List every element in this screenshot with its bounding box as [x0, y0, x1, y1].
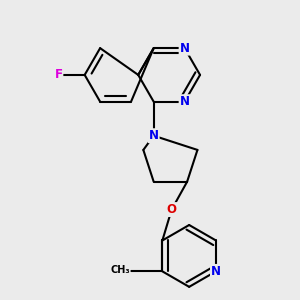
Text: N: N: [180, 42, 190, 55]
Text: N: N: [149, 129, 159, 142]
Text: N: N: [180, 95, 190, 108]
Text: F: F: [54, 68, 62, 81]
Text: CH₃: CH₃: [110, 265, 130, 275]
Text: N: N: [211, 265, 221, 278]
Text: O: O: [167, 203, 177, 216]
